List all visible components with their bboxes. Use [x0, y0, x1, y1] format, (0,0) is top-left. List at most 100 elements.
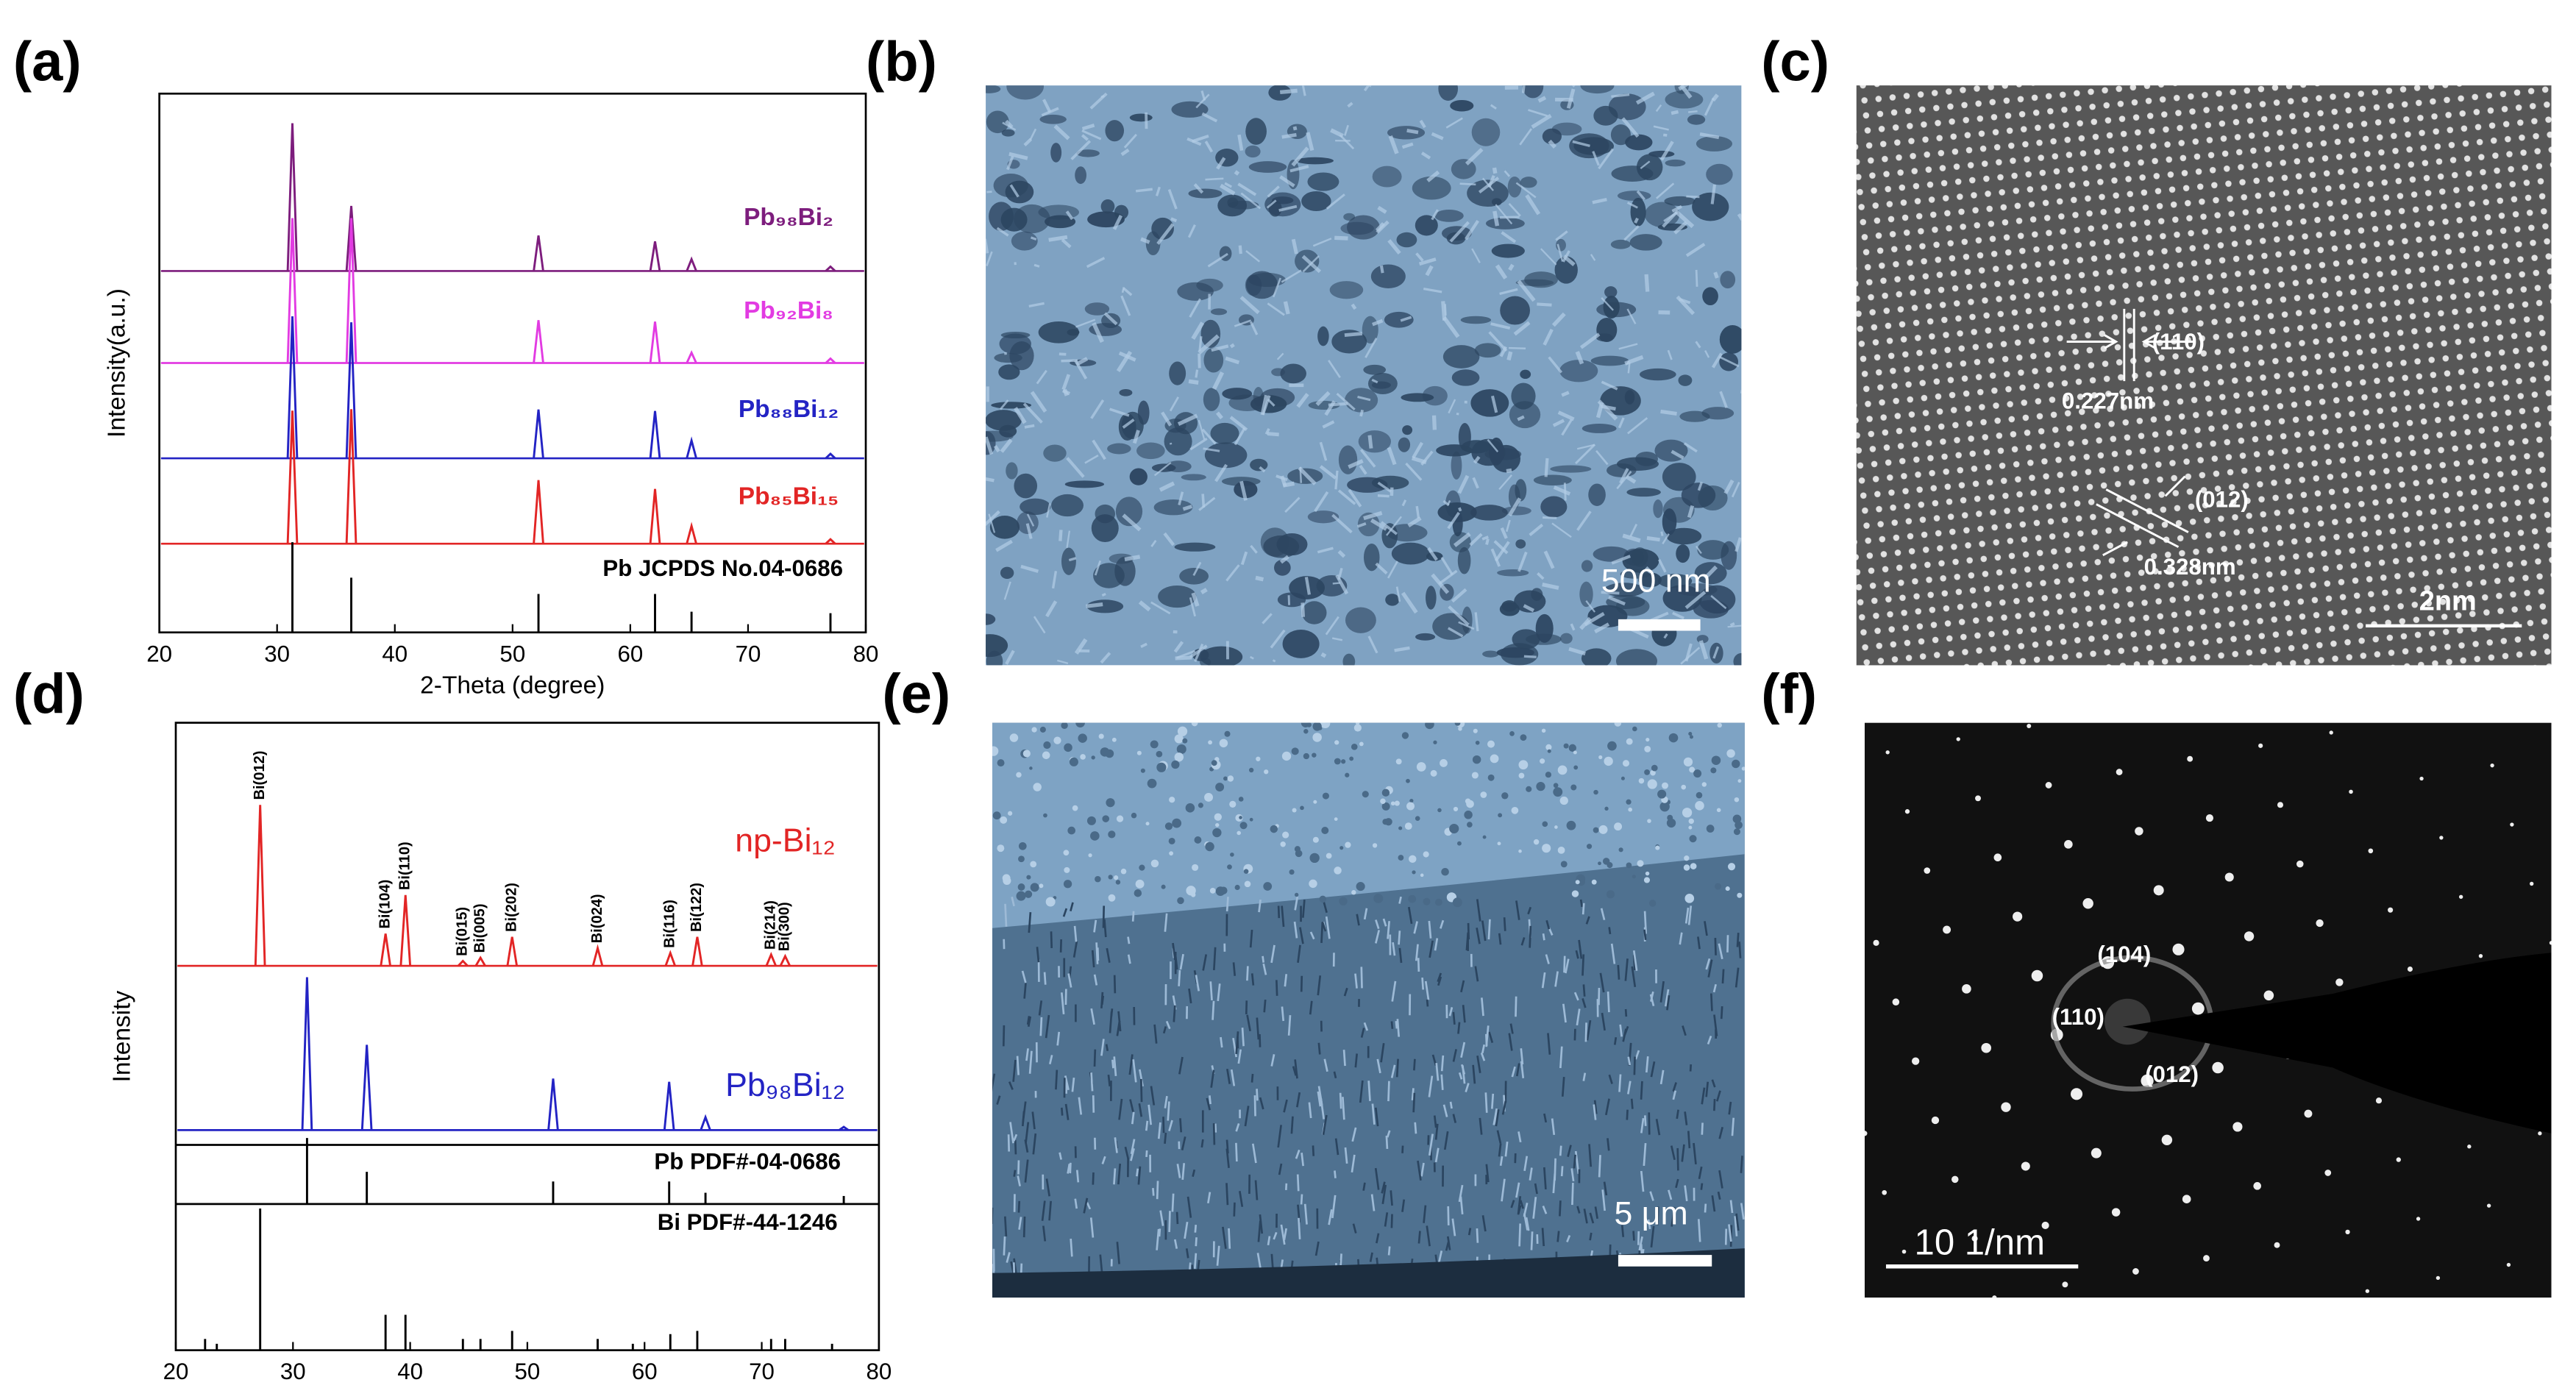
strand [1084, 455, 1099, 464]
pore [1617, 191, 1651, 201]
texture [1017, 1175, 1021, 1186]
strand [1026, 513, 1035, 527]
strand [1519, 128, 1533, 146]
diffraction-spot [2400, 717, 2404, 721]
strand [1553, 485, 1571, 496]
strand [1386, 516, 1402, 536]
texture [1684, 1185, 1688, 1202]
texture [1091, 755, 1095, 760]
texture [1078, 733, 1087, 743]
panel-label: (a) [13, 30, 82, 93]
texture [1290, 1116, 1294, 1134]
texture [1598, 861, 1601, 866]
pore [1451, 159, 1476, 179]
texture [1650, 991, 1654, 1002]
texture [1293, 921, 1298, 939]
pore [1017, 511, 1039, 535]
texture [1608, 1074, 1613, 1084]
diffraction-spot [1941, 1368, 1945, 1372]
strand [1074, 638, 1088, 655]
strand [1531, 113, 1552, 129]
texture [1106, 798, 1115, 808]
texture [1233, 1202, 1236, 1217]
texture [1437, 808, 1442, 813]
strand [1186, 137, 1202, 146]
texture [1675, 1178, 1679, 1189]
texture [1281, 1006, 1285, 1022]
pore [1662, 463, 1696, 491]
pore [1471, 118, 1501, 146]
texture [1458, 727, 1462, 731]
diffraction-spot [1864, 1131, 1868, 1136]
strand [1627, 362, 1631, 374]
pore [1678, 374, 1693, 386]
pore [1119, 389, 1133, 396]
texture [1736, 933, 1740, 947]
texture [1354, 973, 1358, 989]
strand [1024, 424, 1035, 429]
texture [1734, 967, 1740, 988]
texture [1225, 1139, 1229, 1154]
diffraction-spot [2439, 836, 2444, 840]
strand [1367, 435, 1373, 449]
strand [1448, 399, 1456, 414]
pore [1280, 363, 1306, 384]
texture [1064, 866, 1070, 873]
pore [1043, 444, 1067, 462]
texture [1323, 900, 1328, 914]
texture [1428, 920, 1432, 939]
texture [1032, 1133, 1037, 1155]
texture [1645, 738, 1650, 742]
texture [1115, 880, 1121, 885]
reference-label: Bi PDF#-44-1246 [658, 1209, 838, 1235]
pore [1662, 508, 1677, 535]
texture [1173, 1239, 1178, 1249]
strand [1687, 110, 1698, 113]
texture [1351, 744, 1358, 750]
strand [1279, 175, 1295, 188]
texture [1167, 1101, 1170, 1121]
texture [1401, 732, 1409, 739]
texture [1614, 822, 1623, 831]
texture [1145, 822, 1150, 826]
strand [1478, 177, 1500, 193]
strand [1401, 591, 1418, 614]
texture [1487, 919, 1491, 940]
texture [1732, 814, 1742, 824]
strand [1250, 544, 1258, 554]
diffraction-spot [2001, 1102, 2011, 1112]
pore [1371, 475, 1409, 490]
texture [1527, 906, 1532, 915]
texture [1443, 1131, 1449, 1150]
texture [1351, 1127, 1357, 1142]
texture [1627, 1056, 1632, 1066]
pore [1540, 496, 1568, 518]
texture [1101, 1156, 1106, 1164]
strand [1570, 623, 1576, 631]
texture [1541, 1228, 1545, 1247]
strand [1028, 302, 1045, 308]
strand [1320, 652, 1327, 658]
texture [1074, 1198, 1078, 1209]
texture [1230, 853, 1234, 857]
diffraction-spot [2224, 1315, 2228, 1320]
pore [1693, 599, 1729, 619]
strand [1170, 217, 1178, 223]
pore [1075, 166, 1086, 185]
texture [1309, 853, 1320, 864]
texture [1227, 864, 1232, 869]
texture [1298, 1217, 1301, 1239]
texture [1541, 728, 1546, 733]
texture [1153, 1024, 1158, 1044]
strand [1194, 643, 1204, 662]
texture [1283, 1099, 1288, 1113]
texture [1372, 843, 1378, 848]
strand [1412, 441, 1423, 459]
texture [1684, 1111, 1688, 1125]
strand [988, 513, 996, 533]
texture [1308, 1102, 1312, 1119]
strand [1543, 516, 1557, 519]
texture [1533, 839, 1540, 845]
texture [1588, 1144, 1593, 1167]
